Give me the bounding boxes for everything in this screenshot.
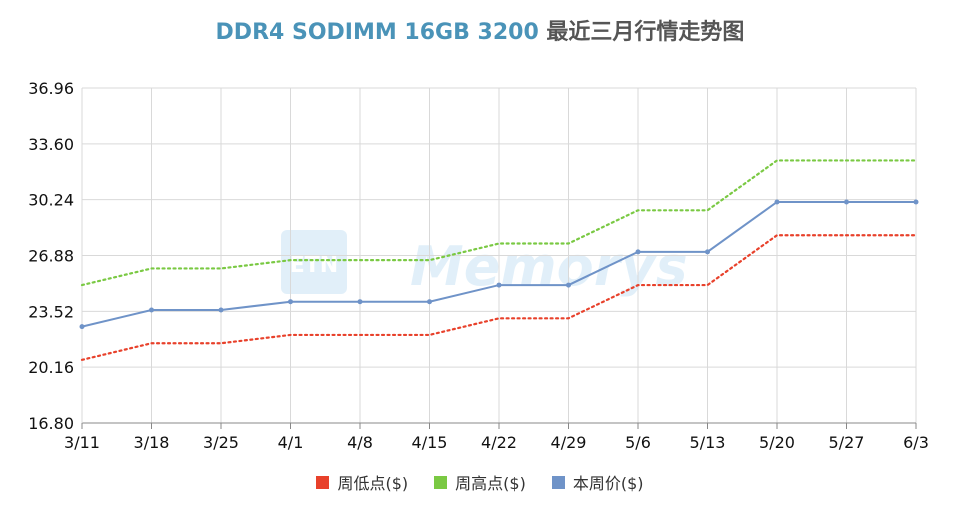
legend-label-high: 周高点($) (455, 474, 526, 493)
series-point-2 (218, 307, 224, 313)
x-tick-label: 5/13 (690, 433, 726, 452)
series-point-2 (149, 307, 154, 313)
x-tick-label: 4/29 (551, 433, 587, 452)
legend-item-low[interactable]: 周低点($) (316, 470, 408, 494)
y-tick-label: 23.52 (28, 302, 74, 321)
series-point-2 (357, 299, 363, 305)
chart-title: DDR4 SODIMM 16GB 3200 最近三月行情走势图 (0, 14, 960, 46)
y-tick-label: 26.88 (28, 247, 74, 266)
x-tick-label: 4/22 (481, 433, 517, 452)
series-point-2 (566, 282, 571, 288)
series-point-2 (635, 249, 641, 255)
legend-label-avg: 本周价($) (572, 474, 644, 493)
y-tick-label: 16.80 (28, 414, 74, 433)
series-point-2 (774, 199, 780, 205)
x-tick-label: 3/25 (203, 433, 239, 452)
series-point-2 (913, 199, 919, 205)
x-tick-label: 5/27 (829, 433, 865, 452)
legend-item-avg[interactable]: 本周价($) (551, 470, 644, 494)
chart-title-rest: 最近三月行情走势图 (546, 20, 745, 45)
series-point-2 (427, 299, 432, 305)
series-point-2 (496, 282, 502, 288)
series-point-2 (79, 324, 85, 330)
x-tick-label: 4/15 (412, 433, 448, 452)
legend-swatch-low (316, 475, 330, 489)
x-tick-label: 3/18 (134, 433, 170, 452)
legend-label-low: 周低点($) (337, 474, 409, 493)
series-point-2 (844, 199, 849, 205)
series-point-2 (705, 249, 710, 255)
legend-swatch-avg (551, 475, 565, 489)
y-tick-label: 33.60 (28, 135, 74, 154)
legend-item-high[interactable]: 周高点($) (434, 470, 526, 494)
grid (81, 87, 917, 424)
series-line-0 (80, 234, 918, 361)
x-tick-label: 4/1 (278, 433, 304, 452)
legend: 周低点($) 周高点($) 本周价($) (0, 470, 960, 494)
chart-title-brand: DDR4 SODIMM 16GB 3200 (215, 20, 539, 45)
watermark-logo-box (281, 230, 347, 294)
y-tick-label: 20.16 (28, 358, 74, 377)
x-tick-label: 6/3 (903, 433, 929, 452)
legend-swatch-high (434, 475, 448, 489)
x-tick-label: 4/8 (347, 433, 373, 452)
watermark: ETN Memorys (281, 230, 688, 298)
y-tick-label: 30.24 (28, 191, 74, 210)
x-tick-label: 5/6 (625, 433, 651, 452)
series-point-2 (288, 299, 293, 305)
series-line-1 (80, 159, 918, 287)
watermark-text: Memorys (410, 235, 688, 298)
watermark-logo-letters: ETN (290, 253, 338, 278)
axes: 36.96 33.60 30.24 26.88 23.52 20.16 16.803/11 3… (28, 79, 929, 452)
y-tick-label: 36.96 (28, 79, 74, 98)
x-tick-label: 5/20 (759, 433, 795, 452)
series-layer (79, 159, 919, 361)
x-tick-label: 3/11 (64, 433, 100, 452)
